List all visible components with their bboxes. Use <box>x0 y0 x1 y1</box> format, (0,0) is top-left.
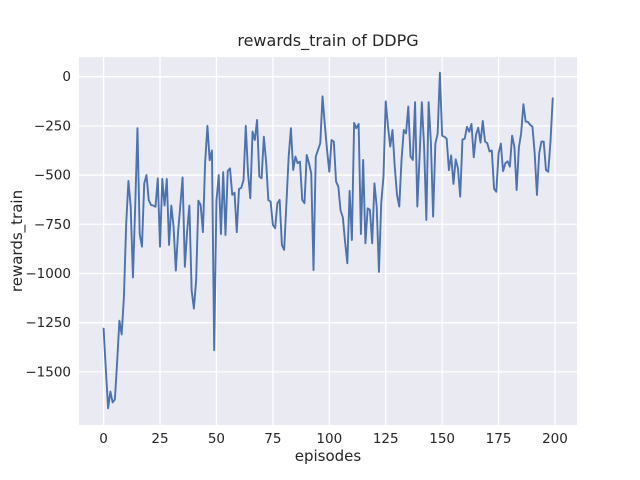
x-axis-label: episodes <box>294 447 362 465</box>
x-tick-label: 175 <box>486 431 512 447</box>
y-tick-label: −1250 <box>25 315 71 331</box>
y-tick-label: −250 <box>34 118 71 134</box>
plot-background <box>79 57 577 425</box>
x-tick-label: 0 <box>99 431 108 447</box>
y-tick-label: −500 <box>34 168 71 184</box>
y-tick-label: −1500 <box>25 364 71 380</box>
x-tick-label: 150 <box>429 431 455 447</box>
x-tick-label: 125 <box>373 431 399 447</box>
y-axis-label: rewards_train <box>8 189 26 293</box>
x-tick-label: 200 <box>542 431 568 447</box>
x-tick-label: 50 <box>208 431 225 447</box>
x-tick-label: 75 <box>264 431 281 447</box>
y-tick-label: −1000 <box>25 266 71 282</box>
series-line-rewards_train <box>102 71 554 410</box>
y-tick-label: 0 <box>62 69 71 85</box>
chart-title: rewards_train of DDPG <box>237 31 419 50</box>
x-tick-label: 100 <box>316 431 342 447</box>
x-tick-label: 25 <box>151 431 168 447</box>
y-tick-label: −750 <box>34 217 71 233</box>
